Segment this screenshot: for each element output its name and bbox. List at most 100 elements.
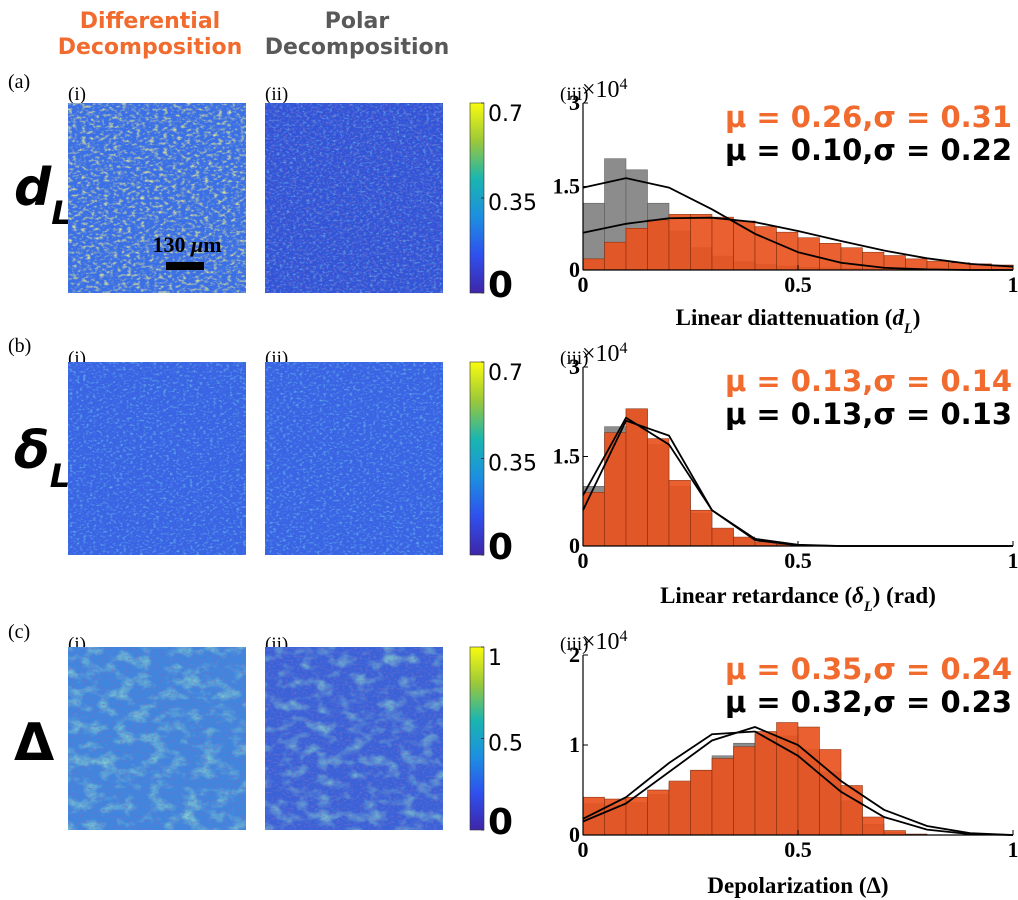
x-axis-label-part: L xyxy=(863,599,873,615)
x-axis-label: Linear retardance (δL) (rad) xyxy=(660,583,936,615)
histogram-bar xyxy=(604,241,627,271)
histogram-bar xyxy=(647,438,670,547)
y-tick-label: 0 xyxy=(569,257,580,282)
y-tick-label: 2 xyxy=(569,642,580,667)
x-axis-label-part: ) xyxy=(913,305,921,330)
row-symbol-part: d xyxy=(14,158,52,218)
sub-label: (ii) xyxy=(265,84,288,105)
sub-label: (iii) xyxy=(560,348,589,369)
row-symbol: dL xyxy=(14,158,72,232)
histogram-bar xyxy=(625,796,648,836)
histogram-bar xyxy=(582,258,605,271)
y-exponent: ×104 xyxy=(582,628,628,656)
row-symbol-part: Δ xyxy=(14,713,54,773)
colorbar-tick-label: 0.5 xyxy=(488,732,523,757)
x-axis-label-part: ) (rad) xyxy=(873,583,936,608)
y-tick-label: 1 xyxy=(569,732,580,757)
histogram-bar xyxy=(647,219,670,271)
sub-label: (i) xyxy=(68,84,86,105)
y-tick-label: 3 xyxy=(569,354,580,379)
histogram-bar xyxy=(883,830,906,836)
map-texture xyxy=(68,647,246,830)
y-tick-label: 3 xyxy=(569,90,580,115)
histogram-bar xyxy=(819,243,842,271)
stats-text: μ = 0.35,σ = 0.24 xyxy=(725,652,1012,686)
x-axis-label: Depolarization (Δ) xyxy=(707,873,888,898)
x-axis-label-part: L xyxy=(903,321,913,337)
y-exponent: ×104 xyxy=(582,340,628,368)
histogram-bar xyxy=(754,226,777,271)
x-tick-label: 1 xyxy=(1008,837,1018,862)
map-texture xyxy=(265,103,443,293)
panel-label: (a) xyxy=(8,71,30,93)
x-axis-label-part: d xyxy=(892,305,904,330)
row-symbol-part: L xyxy=(50,457,71,495)
x-axis-label: Linear diattenuation (dL) xyxy=(676,305,921,337)
row-symbol-part: L xyxy=(51,194,72,232)
sub-label: (iii) xyxy=(560,634,589,655)
histogram-bar xyxy=(668,214,691,271)
histogram-bar xyxy=(711,527,734,547)
colorbar-tick-label: 0.7 xyxy=(488,102,523,127)
sub-label: (iii) xyxy=(560,84,589,105)
map-texture xyxy=(265,647,443,830)
fit-curve xyxy=(582,730,1014,836)
histogram-bar xyxy=(625,228,648,271)
x-tick-label: 0 xyxy=(578,548,589,573)
panel-label: (c) xyxy=(8,621,30,643)
x-axis-label-part: δ xyxy=(852,583,864,608)
colorbar-tick-label: 0.35 xyxy=(488,452,537,477)
y-tick-label: 0 xyxy=(569,533,580,558)
map-texture xyxy=(68,362,246,555)
x-tick-label: 1 xyxy=(1008,548,1018,573)
y-exponent-power: 4 xyxy=(620,340,628,357)
histogram-bar xyxy=(797,726,820,836)
histogram-bar xyxy=(733,746,756,836)
histogram-bar xyxy=(776,722,799,836)
stats-text: μ = 0.13,σ = 0.14 xyxy=(725,364,1012,398)
stats-text: μ = 0.13,σ = 0.13 xyxy=(725,397,1012,431)
scale-bar-label-part: m xyxy=(203,232,221,257)
scale-bar-label: 130 μm xyxy=(152,232,221,257)
histogram-bar xyxy=(647,789,670,836)
panel-label: (b) xyxy=(8,335,31,357)
histogram-bar xyxy=(668,480,691,547)
fit-curve xyxy=(582,216,1014,268)
histogram-bar xyxy=(711,216,734,271)
y-exponent-power: 4 xyxy=(620,628,628,645)
y-exponent-base: ×10 xyxy=(582,629,620,655)
x-tick-label: 0 xyxy=(578,837,589,862)
y-tick-label: 1.5 xyxy=(553,174,581,199)
scale-bar-label-part: 130 xyxy=(152,232,191,257)
stats-text: μ = 0.32,σ = 0.23 xyxy=(725,685,1012,719)
y-tick-label: 0 xyxy=(569,822,580,847)
x-tick-label: 0 xyxy=(578,272,589,297)
histogram-bar xyxy=(840,247,863,271)
y-exponent-power: 4 xyxy=(620,76,628,93)
fit-curve xyxy=(582,726,1014,836)
x-tick-label: 1 xyxy=(1008,272,1018,297)
row-symbol: δL xyxy=(14,421,70,495)
colorbar-tick-label: 0.7 xyxy=(488,361,523,386)
histogram-bar xyxy=(754,731,777,836)
x-axis-label-part: Linear diattenuation ( xyxy=(676,305,893,330)
stats-text: μ = 0.10,σ = 0.22 xyxy=(725,133,1012,167)
map-texture xyxy=(68,103,246,293)
column-header: Decomposition xyxy=(265,35,450,60)
column-header: Polar xyxy=(325,9,390,34)
y-exponent: ×104 xyxy=(582,76,628,104)
histogram-bar xyxy=(819,749,842,836)
colorbar-tick-label: 1 xyxy=(488,646,502,671)
x-axis-label-part: Δ xyxy=(866,873,881,898)
histogram-bar xyxy=(690,769,713,836)
histogram-bar xyxy=(690,214,713,271)
y-exponent-base: ×10 xyxy=(582,77,620,103)
scale-bar xyxy=(166,262,204,270)
histogram-bar xyxy=(690,509,713,547)
x-axis-label-part: ) xyxy=(881,873,889,898)
y-exponent-base: ×10 xyxy=(582,341,620,367)
map-texture xyxy=(265,362,443,555)
histogram-bar xyxy=(582,492,605,547)
